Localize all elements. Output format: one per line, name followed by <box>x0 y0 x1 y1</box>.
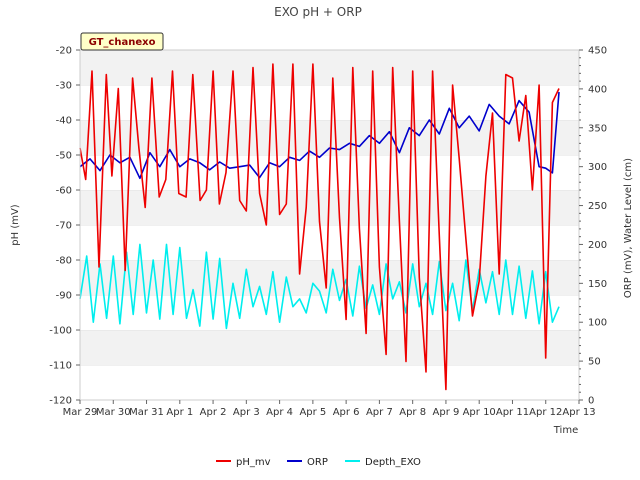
left-tick-label: -100 <box>49 326 72 337</box>
right-axis: 0 50 100 150 200 250 300 350 400 450 <box>579 46 607 407</box>
legend: pH_mv ORP Depth_EXO <box>216 457 421 468</box>
right-tick-label: 50 <box>588 357 601 368</box>
left-tick-label: -30 <box>56 81 72 92</box>
series-layer <box>79 63 560 391</box>
right-tick-label: 300 <box>588 162 607 173</box>
x-tick-label: Apr 12 <box>529 407 562 418</box>
right-tick-label: 250 <box>588 201 607 212</box>
x-tick-label: Apr 10 <box>463 407 496 418</box>
right-tick-label: 350 <box>588 123 607 134</box>
legend-label-orp: ORP <box>307 457 328 468</box>
grid-band <box>80 225 579 260</box>
legend-label-depth-exo: Depth_EXO <box>365 457 421 468</box>
grid-band <box>80 365 579 400</box>
x-tick-label: Apr 13 <box>562 407 595 418</box>
chart-title: EXO pH + ORP <box>274 5 362 19</box>
x-tick-label: Apr 3 <box>233 407 260 418</box>
grid-band <box>80 85 579 120</box>
left-tick-label: -50 <box>56 151 72 162</box>
right-tick-label: 100 <box>588 318 607 329</box>
x-tick-label: Apr 8 <box>399 407 426 418</box>
right-tick-label: 150 <box>588 279 607 290</box>
x-tick-label: Apr 11 <box>496 407 529 418</box>
left-tick-label: -20 <box>56 46 72 57</box>
left-tick-label: -120 <box>49 396 72 407</box>
grid-band <box>80 50 579 85</box>
x-tick-label: Apr 9 <box>433 407 460 418</box>
grid-band <box>80 330 579 365</box>
right-tick-label: 200 <box>588 240 607 251</box>
x-tick-label: Apr 4 <box>266 407 293 418</box>
legend-label-ph-mv: pH_mv <box>236 457 271 468</box>
right-tick-label: 400 <box>588 84 607 95</box>
left-tick-label: -90 <box>56 291 72 302</box>
left-tick-label: -70 <box>56 221 72 232</box>
left-axis: -120 -110 -100 -90 -80 -70 -60 -50 -40 -30 -20 <box>49 46 80 407</box>
grid-band <box>80 120 579 155</box>
left-tick-label: -40 <box>56 116 72 127</box>
station-badge: GT_chanexo <box>80 32 164 51</box>
x-tick-label: Mar 29 <box>63 407 98 418</box>
station-badge-box <box>80 32 164 51</box>
right-tick-label: 450 <box>588 46 607 57</box>
right-axis-title: ORP (mV), Water Level (cm) <box>623 158 634 298</box>
grid-band <box>80 295 579 330</box>
x-tick-label: Apr 2 <box>200 407 227 418</box>
series-line-ph-mv <box>79 63 560 391</box>
left-axis-title: pH (mV) <box>10 204 21 246</box>
station-badge-label: GT_chanexo <box>89 37 156 48</box>
x-tick-label: Apr 7 <box>366 407 393 418</box>
x-tick-label: Mar 30 <box>96 407 131 418</box>
x-axis-title: Time <box>553 425 578 436</box>
x-tick-label: Mar 31 <box>129 407 164 418</box>
x-tick-label: Apr 6 <box>333 407 360 418</box>
left-tick-label: -80 <box>56 256 72 267</box>
right-tick-label: 0 <box>588 396 594 407</box>
x-tick-label: Apr 1 <box>166 407 193 418</box>
series-line-orp <box>79 91 560 180</box>
left-tick-label: -110 <box>49 361 72 372</box>
left-tick-label: -60 <box>56 186 72 197</box>
x-tick-label: Apr 5 <box>299 407 326 418</box>
